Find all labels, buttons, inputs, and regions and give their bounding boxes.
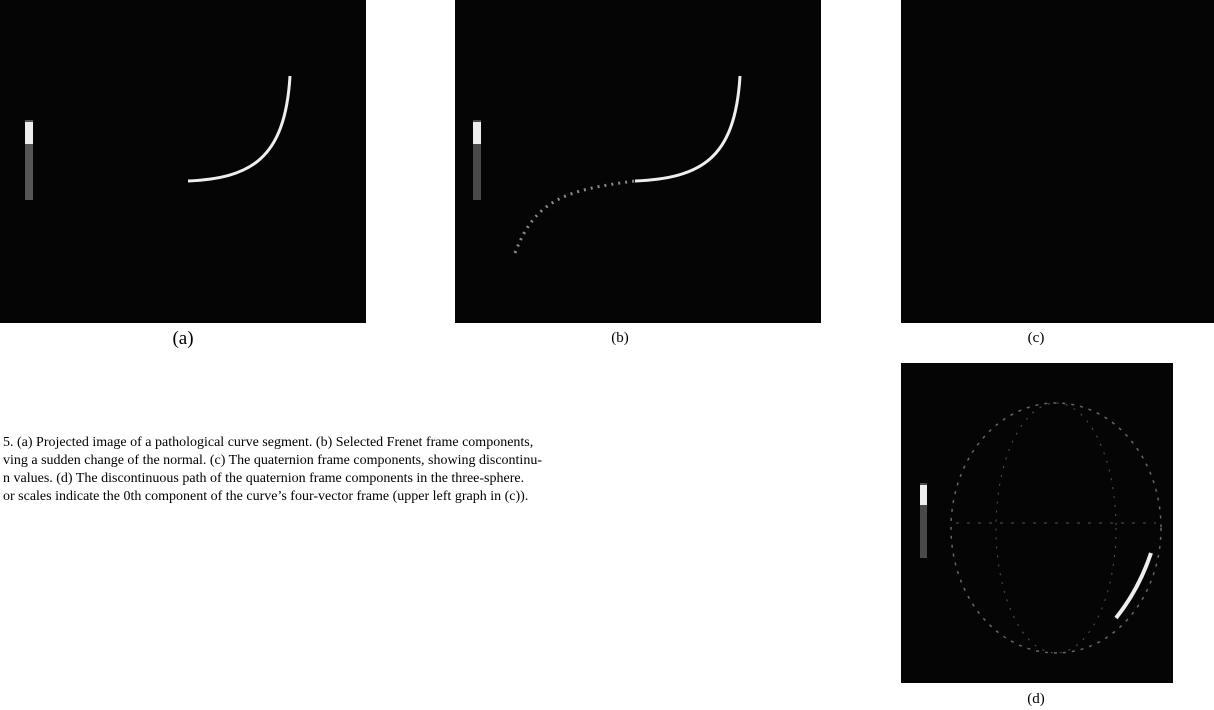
panel-label: (c) bbox=[996, 330, 1076, 347]
panel-b bbox=[455, 0, 821, 323]
caption-line: n values. (d) The discontinuous path of … bbox=[3, 470, 524, 489]
panel-a bbox=[0, 0, 366, 323]
panel-label: (d) bbox=[996, 691, 1076, 708]
panel-d bbox=[901, 363, 1173, 683]
panel-c bbox=[901, 0, 1214, 323]
caption-line: ving a sudden change of the normal. (c) … bbox=[3, 452, 542, 471]
panel-b-image bbox=[455, 0, 821, 323]
panel-label: (b) bbox=[580, 330, 660, 347]
panel-label: (a) bbox=[143, 328, 223, 350]
figure-page: (a) (b) (c) (d) 5. (a) Projected image o… bbox=[0, 0, 1214, 710]
panel-a-image bbox=[0, 0, 366, 323]
caption-line: or scales indicate the 0th component of … bbox=[3, 488, 528, 507]
panel-d-image bbox=[901, 363, 1173, 683]
caption-line: 5. (a) Projected image of a pathological… bbox=[3, 434, 533, 453]
